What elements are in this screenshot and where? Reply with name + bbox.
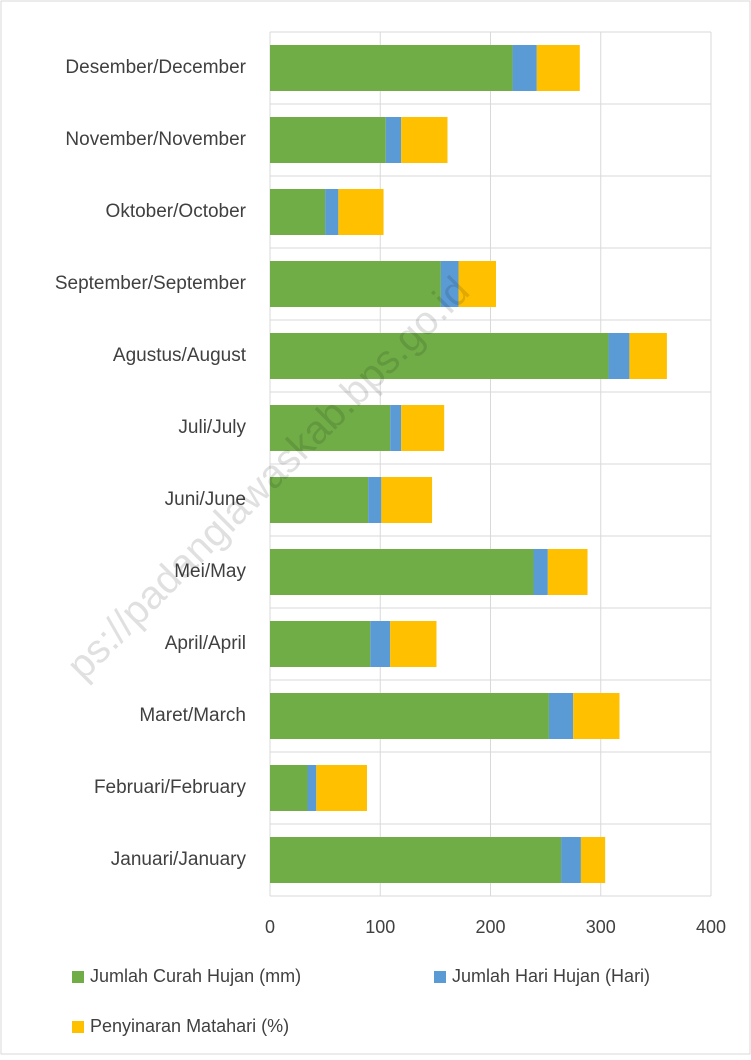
legend-label: Penyinaran Matahari (%)	[90, 1016, 289, 1036]
y-tick-label: Februari/February	[94, 777, 247, 798]
bar-segment	[338, 189, 384, 235]
bar-segment	[440, 261, 459, 307]
bar-segment	[270, 333, 609, 379]
legend-swatch	[434, 971, 446, 983]
bar-segment	[458, 261, 497, 307]
bar-segment	[608, 333, 630, 379]
y-tick-label: Juli/July	[178, 417, 246, 438]
bar-segment	[512, 45, 537, 91]
bar-segment	[270, 117, 386, 163]
x-tick-label: 300	[586, 917, 616, 937]
bar-segment	[401, 117, 448, 163]
bar-segment	[368, 477, 382, 523]
bar-segment	[385, 117, 402, 163]
bar-segment	[270, 45, 513, 91]
x-tick-label: 400	[696, 917, 726, 937]
bar-segment	[270, 837, 562, 883]
bar-segment	[573, 693, 620, 739]
bar-segment	[390, 621, 437, 667]
y-tick-label: Maret/March	[139, 705, 246, 726]
bar-segment	[307, 765, 317, 811]
y-tick-label: Januari/January	[111, 849, 247, 870]
y-tick-label: Desember/December	[65, 57, 246, 78]
bar-segment	[316, 765, 368, 811]
bar-segment	[561, 837, 581, 883]
bar-segment	[381, 477, 433, 523]
x-tick-label: 0	[265, 917, 275, 937]
bar-segment	[548, 693, 574, 739]
legend-label: Jumlah Curah Hujan (mm)	[90, 966, 301, 986]
x-tick-label: 200	[475, 917, 505, 937]
bar-segment	[401, 405, 445, 451]
bar-segment	[536, 45, 580, 91]
bar-segment	[370, 621, 391, 667]
bar-segment	[270, 405, 391, 451]
bar-segment	[270, 693, 549, 739]
bar-segment	[325, 189, 339, 235]
legend-swatch	[72, 971, 84, 983]
bar-segment	[270, 261, 441, 307]
bar-segment	[270, 621, 371, 667]
y-tick-label: Agustus/August	[113, 345, 247, 366]
bar-segment	[547, 549, 588, 595]
y-tick-label: November/November	[65, 129, 246, 150]
x-tick-label: 100	[365, 917, 395, 937]
bar-segment	[270, 549, 534, 595]
bar-segment	[580, 837, 606, 883]
y-tick-label: Mei/May	[174, 561, 246, 582]
y-tick-label: Oktober/October	[106, 201, 247, 222]
legend-label: Jumlah Hari Hujan (Hari)	[452, 966, 650, 986]
y-tick-label: Juni/June	[165, 489, 246, 510]
bar-segment	[629, 333, 667, 379]
legend-swatch	[72, 1021, 84, 1033]
bar-segment	[270, 189, 326, 235]
y-tick-label: April/April	[165, 633, 246, 654]
bar-segment	[270, 765, 308, 811]
y-tick-label: September/September	[55, 273, 247, 294]
bar-segment	[270, 477, 369, 523]
bar-segment	[533, 549, 548, 595]
bar-segment	[390, 405, 402, 451]
